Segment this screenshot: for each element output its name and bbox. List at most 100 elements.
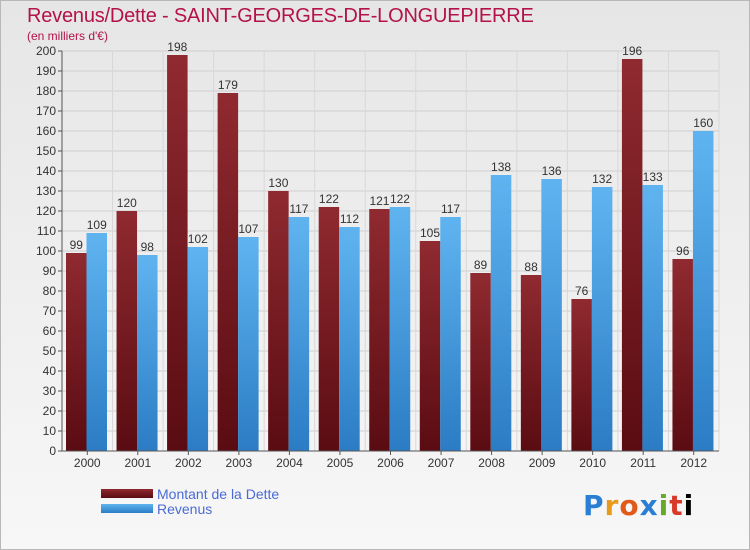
bar-revenus xyxy=(490,175,512,451)
y-tick-label: 160 xyxy=(36,124,56,138)
bars xyxy=(66,55,714,451)
bar-dette xyxy=(621,59,643,451)
y-tick-label: 100 xyxy=(36,244,56,258)
bar-revenus xyxy=(137,255,158,451)
bar-revenus xyxy=(339,227,360,451)
y-tick-label: 110 xyxy=(37,224,56,238)
y-tick-label: 190 xyxy=(36,64,56,78)
bar-value-label: 133 xyxy=(643,170,663,184)
bar-value-label: 120 xyxy=(117,196,137,210)
bar-value-label: 105 xyxy=(420,226,440,240)
bar-dette xyxy=(116,211,138,451)
bar-value-label: 117 xyxy=(289,202,308,216)
x-tick-label: 2012 xyxy=(680,456,707,470)
bar-revenus xyxy=(642,185,663,451)
bar-value-label: 130 xyxy=(268,176,288,190)
x-tick-label: 2005 xyxy=(327,456,354,470)
y-tick-label: 80 xyxy=(43,284,57,298)
y-tick-label: 30 xyxy=(43,384,57,398)
bar-revenus xyxy=(692,131,714,451)
bar-dette xyxy=(470,273,491,451)
y-tick-label: 0 xyxy=(49,444,56,458)
bar-dette xyxy=(672,259,693,451)
proxiti-logo: Proxiti xyxy=(583,489,694,522)
bar-value-label: 179 xyxy=(218,78,238,92)
bar-value-label: 160 xyxy=(693,116,713,130)
bar-dette xyxy=(167,55,188,451)
legend-label-revenus: Revenus xyxy=(157,501,213,517)
y-tick-label: 10 xyxy=(43,424,57,438)
bar-value-label: 88 xyxy=(524,260,538,274)
y-tick-label: 180 xyxy=(36,84,56,98)
logo-letter: t xyxy=(669,489,684,522)
bar-dette xyxy=(369,209,390,451)
bar-value-label: 112 xyxy=(340,212,359,226)
bar-value-label: 89 xyxy=(474,258,488,272)
y-tick-label: 170 xyxy=(36,104,56,118)
bar-revenus xyxy=(389,207,411,451)
bar-revenus xyxy=(440,217,461,451)
x-tick-label: 2008 xyxy=(478,456,505,470)
x-tick-label: 2001 xyxy=(124,456,151,470)
bar-value-label: 109 xyxy=(87,218,107,232)
logo-letter: i xyxy=(683,489,695,522)
bar-value-label: 117 xyxy=(441,202,460,216)
bar-revenus xyxy=(288,217,310,451)
logo-letter: i xyxy=(658,489,670,522)
x-tick-label: 2006 xyxy=(377,456,404,470)
bar-value-label: 102 xyxy=(188,232,208,246)
y-tick-label: 150 xyxy=(36,144,56,158)
legend-label-dette: Montant de la Dette xyxy=(157,486,280,502)
bar-value-label: 121 xyxy=(369,194,389,208)
legend-swatch-revenus xyxy=(101,504,153,513)
y-tick-label: 90 xyxy=(43,264,57,278)
bar-value-label: 136 xyxy=(542,164,562,178)
logo-letter: x xyxy=(639,489,659,522)
logo-letter: r xyxy=(604,489,620,522)
chart-title: Revenus/Dette - SAINT-GEORGES-DE-LONGUEP… xyxy=(27,5,534,27)
bar-value-label: 198 xyxy=(167,40,187,54)
bar-value-label: 107 xyxy=(238,222,258,236)
bar-value-label: 98 xyxy=(141,240,155,254)
bar-dette xyxy=(520,275,542,451)
y-tick-label: 200 xyxy=(36,44,56,58)
x-tick-label: 2011 xyxy=(630,456,656,470)
bar-dette xyxy=(268,191,289,451)
bar-revenus xyxy=(591,187,613,451)
x-tick-label: 2003 xyxy=(226,456,253,470)
bar-value-label: 99 xyxy=(70,238,84,252)
logo-letter: o xyxy=(619,489,640,522)
bar-dette xyxy=(419,241,441,451)
bar-value-label: 76 xyxy=(575,284,589,298)
y-tick-label: 50 xyxy=(43,344,57,358)
bar-dette xyxy=(318,207,340,451)
bar-value-label: 122 xyxy=(319,192,339,206)
bar-dette xyxy=(66,253,87,451)
y-tick-label: 70 xyxy=(43,304,57,318)
bar-revenus xyxy=(238,237,259,451)
logo-letter: P xyxy=(583,489,605,522)
bar-value-label: 96 xyxy=(676,244,690,258)
legend-swatch-dette xyxy=(101,489,153,498)
bar-revenus xyxy=(541,179,562,451)
chart-subtitle: (en milliers d'€) xyxy=(27,29,108,43)
x-tick-label: 2009 xyxy=(529,456,556,470)
x-tick-label: 2004 xyxy=(276,456,303,470)
bar-dette xyxy=(217,93,239,451)
y-tick-label: 40 xyxy=(43,364,57,378)
bar-value-label: 132 xyxy=(592,172,612,186)
bar-revenus xyxy=(187,247,209,451)
y-tick-label: 130 xyxy=(36,184,56,198)
y-tick-label: 120 xyxy=(36,204,56,218)
bar-revenus xyxy=(86,233,107,451)
axes: 0 10 20 30 40 50 60 70 80 90 100 110 120 130 140 150 160… xyxy=(36,44,719,470)
y-tick-label: 20 xyxy=(43,404,57,418)
x-tick-label: 2010 xyxy=(579,456,606,470)
y-tick-label: 140 xyxy=(36,164,56,178)
bar-value-label: 122 xyxy=(390,192,410,206)
bar-value-label: 196 xyxy=(622,44,642,58)
bar-dette xyxy=(571,299,592,451)
